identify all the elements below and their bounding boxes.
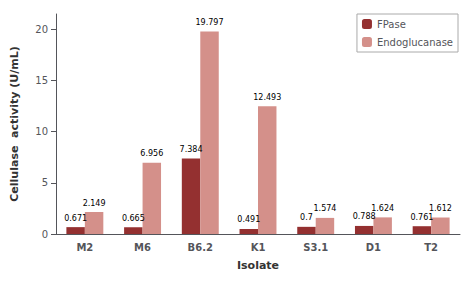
svg-text:0.671: 0.671 xyxy=(64,214,87,223)
svg-text:M2: M2 xyxy=(76,242,93,253)
svg-text:1.612: 1.612 xyxy=(429,204,452,213)
svg-text:0: 0 xyxy=(42,229,48,240)
svg-text:0.665: 0.665 xyxy=(122,214,145,223)
svg-text:19.797: 19.797 xyxy=(196,18,224,27)
svg-text:1.624: 1.624 xyxy=(371,204,394,213)
svg-text:0.491: 0.491 xyxy=(237,215,260,224)
svg-text:2.149: 2.149 xyxy=(83,199,106,208)
svg-text:20: 20 xyxy=(35,24,48,35)
svg-text:1.574: 1.574 xyxy=(313,204,336,213)
svg-text:5: 5 xyxy=(42,177,48,188)
svg-text:0.788: 0.788 xyxy=(353,212,376,221)
svg-text:7.384: 7.384 xyxy=(180,145,203,154)
svg-text:Isolate: Isolate xyxy=(237,259,279,272)
svg-text:0.7: 0.7 xyxy=(300,213,313,222)
svg-text:D1: D1 xyxy=(366,242,381,253)
svg-text:M6: M6 xyxy=(134,242,151,253)
svg-text:Cellulase activity (U/mL): Cellulase activity (U/mL) xyxy=(8,46,21,201)
svg-text:S3.1: S3.1 xyxy=(303,242,328,253)
svg-text:T2: T2 xyxy=(424,242,438,253)
svg-text:B6.2: B6.2 xyxy=(188,242,213,253)
svg-text:K1: K1 xyxy=(251,242,266,253)
svg-text:FPase: FPase xyxy=(377,19,406,30)
svg-text:0.761: 0.761 xyxy=(410,213,433,222)
svg-text:10: 10 xyxy=(35,126,48,137)
svg-text:Endoglucanase: Endoglucanase xyxy=(377,37,453,48)
svg-text:6.956: 6.956 xyxy=(140,149,163,158)
svg-text:15: 15 xyxy=(35,75,48,86)
svg-text:12.493: 12.493 xyxy=(253,93,281,102)
